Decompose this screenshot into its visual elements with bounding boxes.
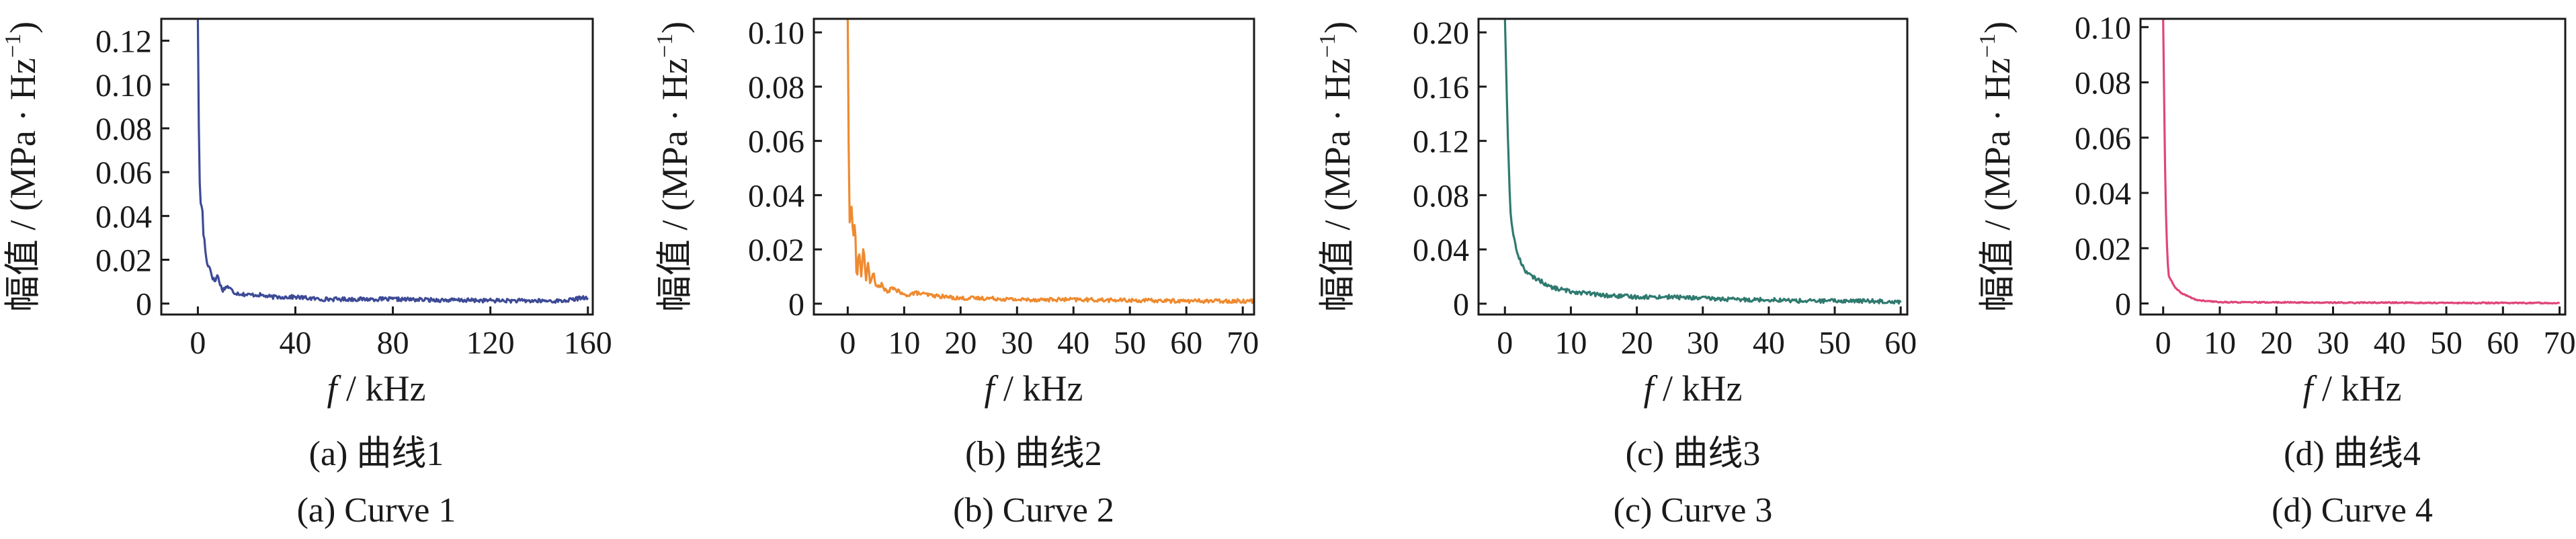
y-tick-label: 0.08 bbox=[748, 70, 804, 106]
y-tick-label: 0 bbox=[2115, 287, 2131, 323]
x-tick-label: 30 bbox=[1001, 325, 1033, 361]
x-tick-label: 40 bbox=[1753, 325, 1785, 361]
x-tick-label: 0 bbox=[839, 325, 856, 361]
y-tick-label: 0 bbox=[788, 287, 804, 323]
x-axis-label: f / kHz bbox=[2303, 368, 2402, 409]
x-tick-label: 0 bbox=[1497, 325, 1513, 361]
series-line bbox=[846, 19, 1254, 304]
chart-panel-3: 0 10 20 30 40 50 60 0 0.04 0.08 0.12 0.16 0.20 幅值 / (… bbox=[1315, 15, 1917, 530]
chart-panel-1: 0 40 80 120 160 0 0.02 0.04 0.06 0.08 0.10 0.12 幅值 /… bbox=[1, 17, 612, 530]
caption-chinese: (c) 曲线3 bbox=[1626, 435, 1761, 473]
y-axis-label: 幅值 / (MPa · Hz−1) bbox=[1975, 22, 2018, 312]
y-tick-label: 0.04 bbox=[2075, 176, 2131, 212]
y-tick-label: 0.02 bbox=[748, 233, 804, 268]
x-tick-label: 50 bbox=[1819, 325, 1851, 361]
x-tick-label: 60 bbox=[1884, 325, 1917, 361]
series-line bbox=[2162, 19, 2560, 305]
x-tick-label: 10 bbox=[2204, 325, 2236, 361]
caption-chinese: (b) 曲线2 bbox=[965, 435, 1102, 473]
y-tick-label: 0.10 bbox=[748, 15, 804, 51]
x-tick-label: 20 bbox=[1621, 325, 1653, 361]
y-axis-label: 幅值 / (MPa · Hz−1) bbox=[1, 22, 43, 312]
x-tick-label: 30 bbox=[2317, 325, 2350, 361]
y-axis-label: 幅值 / (MPa · Hz−1) bbox=[653, 22, 695, 312]
x-tick-label: 30 bbox=[1687, 325, 1719, 361]
x-tick-label: 10 bbox=[1554, 325, 1587, 361]
y-tick-label: 0.04 bbox=[1413, 233, 1469, 268]
y-tick-label: 0.02 bbox=[95, 243, 152, 279]
y-tick-label: 0.06 bbox=[95, 155, 152, 191]
x-tick-label: 0 bbox=[2155, 325, 2171, 361]
x-tick-label: 70 bbox=[2544, 325, 2576, 361]
caption-english: (d) Curve 4 bbox=[2272, 491, 2433, 530]
y-tick-label: 0.04 bbox=[748, 178, 804, 214]
plot-frame bbox=[1477, 17, 1909, 316]
y-tick-label: 0 bbox=[1453, 287, 1469, 323]
x-tick-label: 60 bbox=[1170, 325, 1202, 361]
x-tick-label: 80 bbox=[377, 325, 409, 361]
x-tick-label: 10 bbox=[888, 325, 920, 361]
y-tick-label: 0.02 bbox=[2075, 231, 2131, 267]
y-tick-label: 0.06 bbox=[2075, 121, 2131, 157]
y-tick-label: 0.04 bbox=[95, 199, 152, 235]
x-tick-label: 60 bbox=[2487, 325, 2519, 361]
x-tick-label: 70 bbox=[1227, 325, 1259, 361]
x-tick-label: 50 bbox=[2430, 325, 2462, 361]
plot-frame bbox=[813, 17, 1255, 316]
caption-english: (c) Curve 3 bbox=[1614, 491, 1773, 530]
caption-english: (a) Curve 1 bbox=[297, 491, 456, 530]
chart-panel-4: 0 10 20 30 40 50 60 70 0 0.02 0.04 0.06 0.08 0.10 幅值 /… bbox=[1975, 10, 2576, 530]
series-line bbox=[196, 19, 589, 304]
x-tick-label: 120 bbox=[466, 325, 515, 361]
chart-panel-2: 0 10 20 30 40 50 60 70 0 0.02 0.04 0.06 0.08 0.10 幅值 /… bbox=[653, 15, 1259, 530]
x-tick-label: 20 bbox=[2260, 325, 2292, 361]
x-tick-label: 160 bbox=[564, 325, 612, 361]
x-tick-label: 40 bbox=[279, 325, 311, 361]
x-axis-label: f / kHz bbox=[327, 368, 426, 409]
y-tick-label: 0.12 bbox=[1413, 124, 1469, 160]
y-axis-label: 幅值 / (MPa · Hz−1) bbox=[1315, 22, 1358, 312]
y-tick-label: 0 bbox=[136, 287, 152, 323]
caption-chinese: (a) 曲线1 bbox=[309, 435, 444, 473]
series-line bbox=[1503, 19, 1902, 305]
y-tick-label: 0.20 bbox=[1413, 15, 1469, 51]
caption-english: (b) Curve 2 bbox=[953, 491, 1114, 530]
y-tick-label: 0.12 bbox=[95, 24, 152, 60]
x-axis-label: f / kHz bbox=[985, 368, 1083, 409]
y-tick-label: 0.08 bbox=[1413, 178, 1469, 214]
x-axis-label: f / kHz bbox=[1644, 368, 1743, 409]
y-tick-label: 0.06 bbox=[748, 124, 804, 160]
plot-frame bbox=[2139, 17, 2567, 316]
y-tick-label: 0.08 bbox=[2075, 66, 2131, 101]
x-tick-label: 0 bbox=[190, 325, 206, 361]
y-tick-label: 0.10 bbox=[2075, 10, 2131, 46]
x-tick-label: 40 bbox=[1057, 325, 1089, 361]
x-tick-label: 20 bbox=[944, 325, 977, 361]
caption-chinese: (d) 曲线4 bbox=[2284, 435, 2421, 473]
y-tick-label: 0.10 bbox=[95, 68, 152, 103]
x-tick-label: 50 bbox=[1114, 325, 1146, 361]
plot-frame bbox=[160, 17, 594, 316]
y-tick-label: 0.16 bbox=[1413, 70, 1469, 106]
x-tick-label: 40 bbox=[2374, 325, 2406, 361]
y-tick-label: 0.08 bbox=[95, 112, 152, 147]
